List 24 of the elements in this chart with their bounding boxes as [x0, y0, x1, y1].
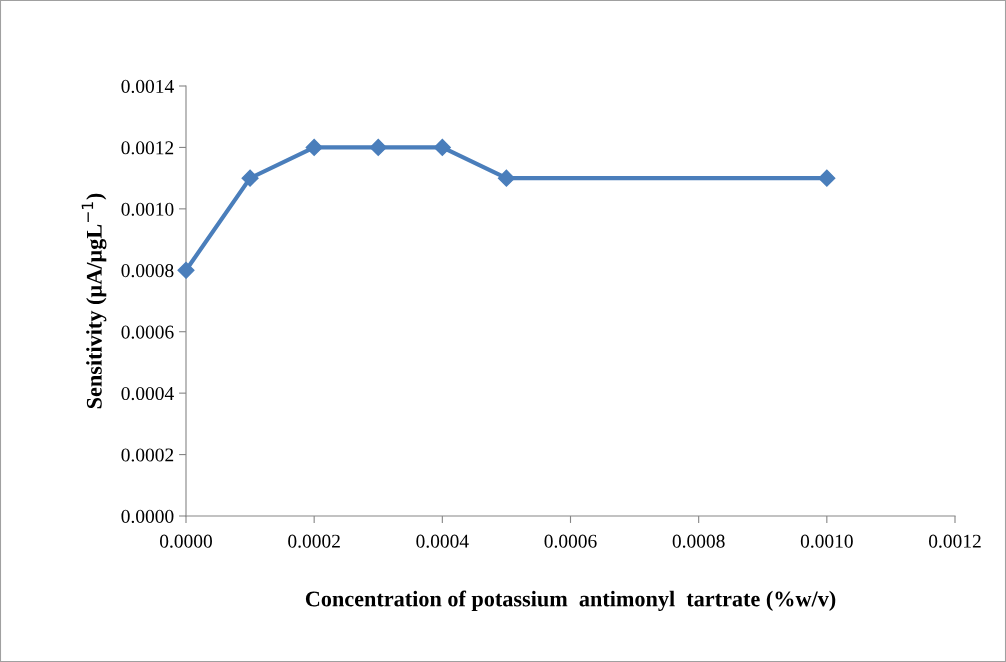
- point: [497, 169, 515, 187]
- x-axis-title: Concentration of potassium antimonyl tartrate (%w/v): [305, 590, 836, 612]
- y-tick-label: 0.0004: [121, 386, 174, 401]
- y-tick-label: 0.0008: [121, 264, 174, 278]
- y-tick-label: 0.0000: [121, 509, 174, 524]
- x-tick-label: 0.0000: [160, 534, 212, 548]
- y-tick-label: 0.0012: [121, 141, 174, 155]
- point: [369, 138, 387, 156]
- y-axis-title: Sensitivity (µA/µgL$^{−1}$): [81, 193, 107, 409]
- point: [241, 169, 259, 187]
- point: [177, 261, 195, 279]
- x-tick-label: 0.0012: [929, 534, 981, 548]
- point: [305, 138, 323, 156]
- x-tick-label: 0.0006: [544, 534, 597, 548]
- x-tick-label: 0.0008: [672, 534, 725, 548]
- x-tick-label: 0.0010: [800, 534, 853, 548]
- point: [818, 169, 836, 187]
- y-tick-label: 0.0002: [121, 448, 174, 462]
- y-tick-label: 0.0010: [121, 202, 174, 216]
- x-tick-label: 0.0002: [288, 534, 340, 548]
- x-tick-label: 0.0004: [416, 534, 469, 548]
- y-tick-label: 0.0014: [121, 79, 174, 94]
- point: [433, 138, 451, 156]
- y-tick-label: 0.0006: [121, 325, 174, 339]
